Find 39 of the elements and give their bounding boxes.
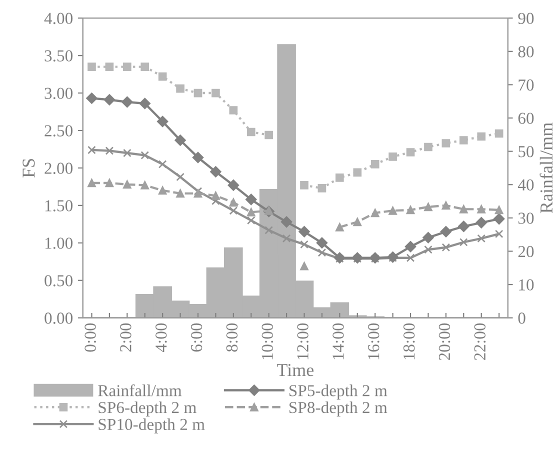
x-tick-label: 22:00 bbox=[474, 323, 486, 360]
y2-tick-label: 80 bbox=[518, 46, 534, 58]
legend-label: Rainfall/mm bbox=[98, 384, 182, 396]
y-tick-label: 0.00 bbox=[44, 312, 73, 324]
x-tick-label: 18:00 bbox=[403, 323, 415, 360]
y-tick-label: 4.00 bbox=[44, 12, 73, 24]
y-tick-label: 2.00 bbox=[44, 162, 73, 174]
legend-label: SP8-depth 2 m bbox=[289, 401, 388, 417]
x-tick-label: 8:00 bbox=[226, 323, 238, 352]
x-tick-label: 20:00 bbox=[438, 323, 450, 360]
x-tick-label: 16:00 bbox=[368, 323, 380, 360]
y-tick-label: 1.00 bbox=[45, 238, 73, 249]
y2-tick-label: 30 bbox=[518, 212, 534, 224]
y-tick-label: 3.00 bbox=[44, 88, 73, 100]
y2-tick-label: 70 bbox=[518, 79, 534, 91]
y2-tick-label: 40 bbox=[518, 179, 534, 191]
legend-label: SP5-depth 2 m bbox=[289, 384, 388, 400]
x-tick-label: 14:00 bbox=[332, 323, 344, 360]
y-axis-title: FS bbox=[22, 159, 35, 178]
y2-tick-label: 50 bbox=[518, 146, 534, 158]
y-tick-label: 3.50 bbox=[44, 50, 73, 62]
x-tick-label: 12:00 bbox=[297, 323, 308, 360]
y2-axis-title: Rainfall/mm bbox=[540, 122, 553, 214]
x-tick-label: 6:00 bbox=[190, 323, 202, 352]
x-tick-label: 4:00 bbox=[156, 323, 167, 352]
x-tick-label: 10:00 bbox=[262, 323, 274, 360]
x-tick-label: 0:00 bbox=[84, 323, 96, 352]
y-tick-label: 2.50 bbox=[44, 125, 73, 137]
legend-label: SP10-depth 2 m bbox=[98, 418, 205, 434]
y-tick-label: 1.50 bbox=[45, 200, 73, 212]
y-tick-label: 0.50 bbox=[44, 275, 73, 286]
y2-tick-label: 0 bbox=[518, 312, 526, 324]
y2-tick-label: 90 bbox=[518, 12, 534, 24]
legend-label: SP6-depth 2 m bbox=[98, 401, 196, 417]
x-axis-title: Time bbox=[276, 364, 314, 376]
y2-tick-label: 60 bbox=[518, 112, 534, 124]
y2-tick-label: 10 bbox=[519, 279, 534, 290]
y2-tick-label: 20 bbox=[518, 246, 534, 258]
x-tick-label: 2:00 bbox=[120, 323, 132, 352]
